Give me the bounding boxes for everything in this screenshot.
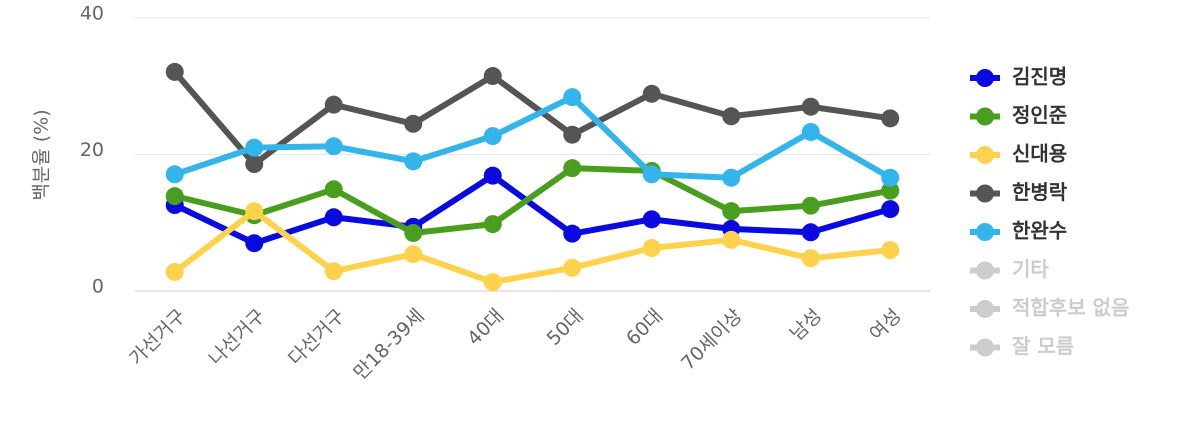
point: [563, 125, 582, 144]
point: [801, 122, 820, 141]
point: [881, 168, 900, 187]
line: [172, 69, 891, 168]
point: [483, 67, 502, 86]
legend-marker: [976, 223, 994, 241]
point: [324, 137, 343, 156]
x-tick-label: 70세이상: [677, 305, 747, 375]
series: [165, 88, 900, 187]
legend-marker: [976, 184, 994, 203]
point: [165, 62, 184, 81]
point: [642, 84, 661, 103]
point: [563, 159, 582, 178]
point: [404, 223, 423, 242]
x-tick-label: 여성: [865, 305, 905, 345]
point: [483, 166, 502, 185]
point: [642, 210, 661, 229]
point: [722, 107, 741, 126]
point: [245, 234, 264, 253]
point: [324, 95, 343, 114]
series: [165, 202, 900, 292]
legend-label: 신대용: [1012, 142, 1067, 166]
x-tick-label: 40대: [463, 305, 508, 350]
point: [722, 230, 741, 249]
legend-label: 한병락: [1012, 180, 1068, 204]
x-tick-label: 다선거구: [284, 305, 349, 370]
point: [642, 165, 661, 184]
point: [801, 249, 820, 268]
line: [173, 94, 892, 181]
point: [881, 109, 900, 128]
legend-label: 적합후보 없음: [1012, 296, 1129, 320]
x-tick-label: 60대: [622, 305, 667, 350]
point: [165, 165, 184, 184]
x-tick-label: 가선거구: [125, 305, 190, 370]
legend-marker: [976, 69, 994, 87]
point: [642, 239, 661, 258]
point: [404, 152, 423, 171]
point: [563, 224, 582, 243]
point: [165, 262, 184, 281]
y-axis-label: 백분율 (%): [31, 109, 53, 200]
x-tick-label: 만18-39세: [349, 305, 428, 384]
legend-marker: [976, 300, 994, 318]
point: [801, 223, 820, 242]
point: [245, 155, 264, 174]
legend-marker: [976, 146, 994, 164]
point: [245, 202, 264, 221]
point: [881, 181, 900, 200]
x-tick-label: 남성: [786, 305, 826, 345]
point: [404, 245, 423, 264]
point: [483, 215, 502, 234]
point: [801, 196, 820, 215]
legend-label: 잘 모름: [1012, 334, 1074, 358]
legend-label: 기타: [1012, 257, 1049, 281]
line: [172, 208, 891, 286]
point: [404, 114, 423, 133]
legend-marker: [976, 107, 994, 126]
point: [483, 127, 502, 146]
point: [722, 168, 741, 187]
point: [801, 97, 820, 116]
point: [881, 200, 900, 219]
point: [563, 258, 582, 277]
point: [722, 202, 741, 221]
point: [324, 208, 343, 227]
legend-marker: [976, 261, 994, 280]
series: [165, 62, 900, 174]
point: [324, 180, 343, 199]
series: [165, 166, 900, 253]
legend-label: 한완수: [1012, 219, 1067, 243]
y-tick-label: 0: [92, 276, 104, 298]
x-tick-label: 나선거구: [205, 305, 270, 370]
point: [324, 262, 343, 281]
y-tick-label: 40: [80, 3, 104, 25]
point: [881, 241, 900, 260]
x-tick-label: 50대: [543, 305, 588, 350]
point: [165, 187, 184, 206]
line: [173, 172, 892, 247]
point: [245, 138, 264, 157]
legend-label: 정인준: [1012, 103, 1067, 127]
point: [483, 273, 502, 292]
point: [563, 88, 582, 107]
series: [165, 159, 900, 242]
legend-marker: [976, 338, 994, 357]
line: [174, 165, 891, 236]
legend-label: 김진명: [1012, 65, 1067, 89]
y-tick-label: 20: [80, 139, 104, 161]
